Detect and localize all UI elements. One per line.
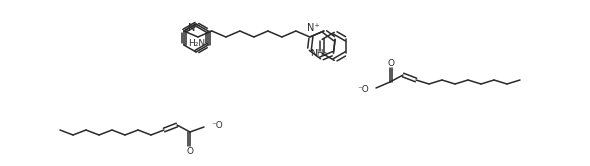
Text: O: O <box>186 147 194 156</box>
Text: N⁺: N⁺ <box>307 23 320 33</box>
Text: H₂N: H₂N <box>188 39 205 47</box>
Text: ⁻O: ⁻O <box>358 84 369 93</box>
Text: O: O <box>388 58 395 68</box>
Text: NH₂: NH₂ <box>310 49 327 58</box>
Text: ⁻O: ⁻O <box>211 122 223 130</box>
Text: N⁺: N⁺ <box>188 23 201 33</box>
